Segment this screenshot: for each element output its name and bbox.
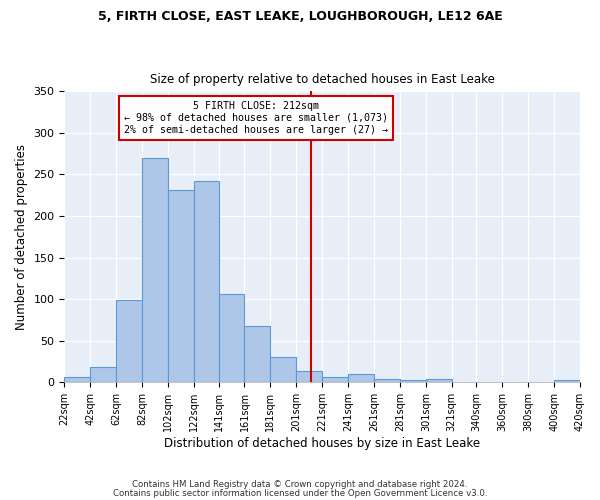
Bar	[91, 366, 116, 382]
Y-axis label: Number of detached properties: Number of detached properties	[15, 144, 28, 330]
Bar	[168, 190, 194, 382]
Bar	[374, 379, 400, 382]
Bar	[426, 379, 452, 382]
Text: 5, FIRTH CLOSE, EAST LEAKE, LOUGHBOROUGH, LE12 6AE: 5, FIRTH CLOSE, EAST LEAKE, LOUGHBOROUGH…	[98, 10, 502, 23]
Bar	[400, 380, 426, 382]
Bar	[348, 374, 374, 382]
Text: Contains public sector information licensed under the Open Government Licence v3: Contains public sector information licen…	[113, 489, 487, 498]
Text: 5 FIRTH CLOSE: 212sqm
← 98% of detached houses are smaller (1,073)
2% of semi-de: 5 FIRTH CLOSE: 212sqm ← 98% of detached …	[124, 102, 388, 134]
Bar	[64, 376, 91, 382]
Bar	[116, 300, 142, 382]
Bar	[194, 181, 218, 382]
Bar	[554, 380, 580, 382]
Bar	[244, 326, 271, 382]
Bar	[142, 158, 168, 382]
X-axis label: Distribution of detached houses by size in East Leake: Distribution of detached houses by size …	[164, 437, 480, 450]
Text: Contains HM Land Registry data © Crown copyright and database right 2024.: Contains HM Land Registry data © Crown c…	[132, 480, 468, 489]
Title: Size of property relative to detached houses in East Leake: Size of property relative to detached ho…	[150, 73, 494, 86]
Bar	[322, 378, 348, 382]
Bar	[218, 294, 244, 382]
Bar	[296, 370, 322, 382]
Bar	[271, 358, 296, 382]
